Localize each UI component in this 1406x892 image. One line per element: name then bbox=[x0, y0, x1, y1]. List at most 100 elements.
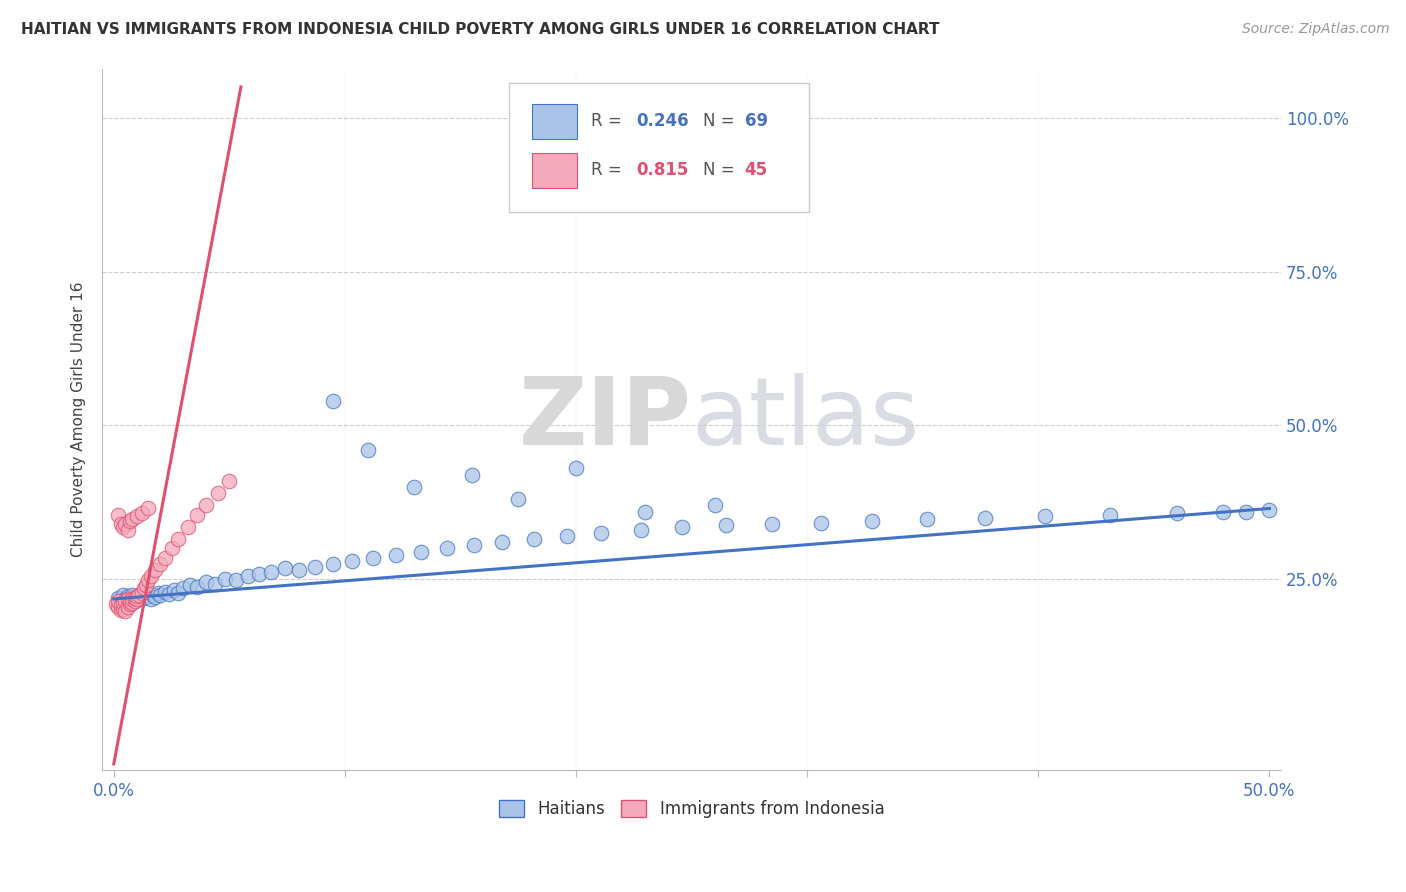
Point bbox=[322, 393, 344, 408]
Point bbox=[411, 544, 433, 558]
Text: 0.246: 0.246 bbox=[636, 112, 689, 130]
Point bbox=[121, 591, 143, 606]
Point bbox=[149, 588, 172, 602]
Point bbox=[111, 520, 134, 534]
Point bbox=[135, 587, 157, 601]
Point bbox=[117, 523, 139, 537]
Point bbox=[461, 467, 484, 482]
Point bbox=[304, 560, 326, 574]
Point bbox=[463, 538, 485, 552]
Point bbox=[145, 563, 167, 577]
Text: HAITIAN VS IMMIGRANTS FROM INDONESIA CHILD POVERTY AMONG GIRLS UNDER 16 CORRELAT: HAITIAN VS IMMIGRANTS FROM INDONESIA CHI… bbox=[21, 22, 939, 37]
Point bbox=[523, 533, 546, 547]
Bar bbox=[533, 103, 578, 138]
Legend: Haitians, Immigrants from Indonesia: Haitians, Immigrants from Indonesia bbox=[492, 793, 891, 825]
Point bbox=[139, 591, 162, 606]
Point bbox=[357, 443, 380, 458]
Point bbox=[436, 541, 458, 556]
Point bbox=[124, 594, 146, 608]
Point bbox=[1258, 503, 1281, 517]
Point bbox=[860, 514, 883, 528]
Point bbox=[125, 591, 148, 606]
Point bbox=[125, 590, 148, 604]
Text: R =: R = bbox=[592, 161, 627, 179]
Point bbox=[135, 578, 157, 592]
Y-axis label: Child Poverty Among Girls Under 16: Child Poverty Among Girls Under 16 bbox=[72, 282, 86, 557]
Point bbox=[810, 516, 832, 530]
Text: N =: N = bbox=[703, 161, 740, 179]
Point bbox=[110, 598, 132, 612]
Point bbox=[1033, 509, 1056, 524]
Point bbox=[1212, 504, 1234, 518]
Point bbox=[121, 512, 143, 526]
Point bbox=[218, 474, 240, 488]
Point bbox=[145, 590, 167, 604]
Text: ZIP: ZIP bbox=[519, 373, 692, 466]
Point bbox=[671, 520, 693, 534]
Text: atlas: atlas bbox=[692, 373, 920, 466]
Point bbox=[128, 591, 150, 606]
Point bbox=[186, 580, 208, 594]
Point bbox=[125, 590, 148, 604]
Point bbox=[491, 535, 513, 549]
Point bbox=[132, 582, 155, 596]
Point bbox=[118, 594, 141, 608]
Point bbox=[110, 516, 132, 531]
Point bbox=[118, 597, 141, 611]
Point bbox=[121, 596, 143, 610]
Point bbox=[107, 508, 129, 522]
Point bbox=[121, 588, 143, 602]
Point bbox=[124, 594, 146, 608]
Point bbox=[195, 575, 218, 590]
Point bbox=[149, 557, 172, 571]
Point bbox=[117, 599, 139, 614]
Point bbox=[139, 569, 162, 583]
Text: 45: 45 bbox=[745, 161, 768, 179]
Point bbox=[260, 565, 283, 579]
Point bbox=[124, 591, 146, 605]
Point bbox=[131, 588, 153, 602]
Point bbox=[204, 577, 226, 591]
Point bbox=[114, 604, 136, 618]
Point bbox=[179, 578, 201, 592]
Point bbox=[114, 594, 136, 608]
Point bbox=[138, 574, 160, 588]
Point bbox=[225, 574, 247, 588]
Point bbox=[131, 506, 153, 520]
Point bbox=[340, 554, 363, 568]
Point bbox=[107, 599, 129, 614]
Point bbox=[138, 590, 160, 604]
Point bbox=[146, 586, 169, 600]
Point bbox=[142, 588, 165, 602]
Point bbox=[132, 591, 155, 605]
Point bbox=[177, 520, 200, 534]
Point bbox=[167, 586, 190, 600]
Point bbox=[117, 590, 139, 604]
Point bbox=[207, 486, 229, 500]
Point bbox=[138, 501, 160, 516]
Point bbox=[1098, 508, 1121, 522]
Point bbox=[703, 499, 725, 513]
Point bbox=[247, 567, 270, 582]
Point bbox=[114, 516, 136, 531]
FancyBboxPatch shape bbox=[509, 83, 810, 212]
Point bbox=[322, 557, 344, 571]
Point bbox=[107, 591, 129, 605]
Point bbox=[110, 603, 132, 617]
Point bbox=[361, 550, 384, 565]
Point bbox=[157, 587, 180, 601]
Point bbox=[172, 582, 194, 596]
Point bbox=[117, 591, 139, 606]
Point bbox=[111, 601, 134, 615]
Point bbox=[630, 523, 652, 537]
Point bbox=[186, 508, 208, 522]
Point bbox=[384, 548, 406, 562]
Point bbox=[118, 514, 141, 528]
Point bbox=[404, 480, 426, 494]
Point bbox=[974, 510, 997, 524]
Point bbox=[716, 518, 738, 533]
Point bbox=[917, 512, 939, 526]
Point bbox=[508, 492, 530, 507]
Point bbox=[163, 583, 186, 598]
Point bbox=[153, 584, 176, 599]
